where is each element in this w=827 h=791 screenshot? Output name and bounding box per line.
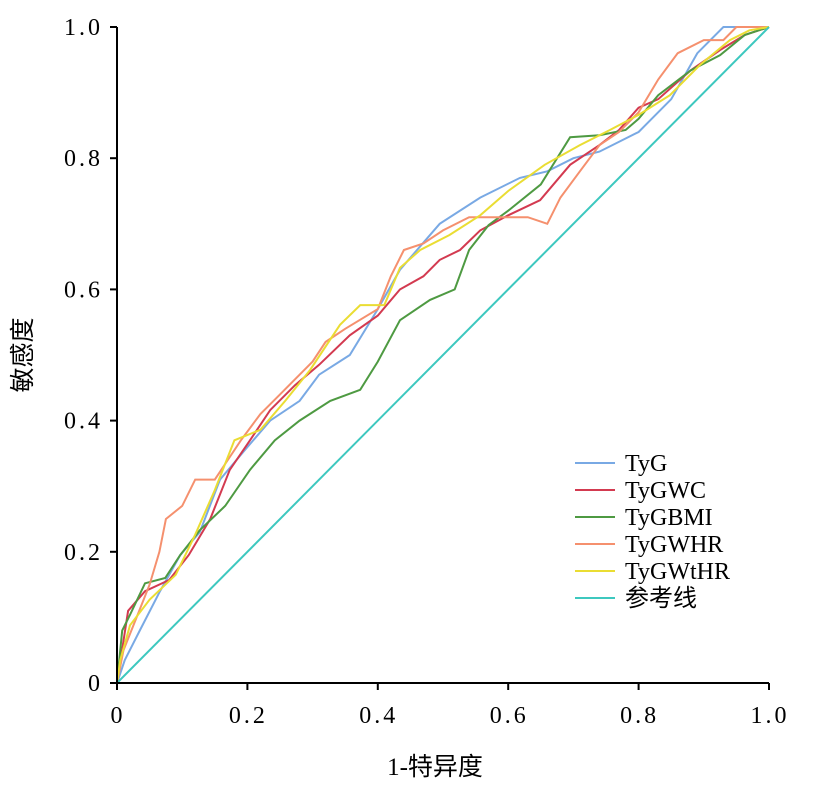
y-tick-label: 0.8 <box>64 146 103 172</box>
axis-ticks: 0 0.2 0.4 0.6 0.8 1.0 0 0.2 0.4 0.6 0.8 1.0 <box>64 15 790 729</box>
x-tick-label: 0 <box>111 703 126 729</box>
y-axis-label: 敏感度 <box>9 317 37 392</box>
legend-entry: TyG <box>575 451 667 477</box>
legend-entry: TyGWHR <box>575 532 723 558</box>
roc-curve-tygbmi <box>116 26 770 684</box>
legend-entry: TyGWtHR <box>575 559 730 585</box>
y-tick-label: 0.2 <box>64 540 103 566</box>
legend-label: TyGWHR <box>625 532 723 558</box>
legend-label: TyGBMI <box>625 505 713 531</box>
y-tick-label: 1.0 <box>64 15 103 41</box>
reference-line <box>116 26 770 684</box>
legend-label: TyG <box>625 451 667 477</box>
y-tick-label: 0.4 <box>64 409 103 435</box>
x-tick-label: 0.4 <box>359 703 398 729</box>
roc-curve-tygwthr <box>116 26 770 684</box>
x-tick-label: 0.2 <box>229 703 268 729</box>
roc-curve-tygwc <box>116 26 770 684</box>
legend-entry: TyGWC <box>575 478 706 504</box>
y-tick-label: 0.6 <box>64 277 103 303</box>
x-axis-label: 1-特异度 <box>387 753 483 781</box>
plot-area <box>116 26 770 684</box>
axes <box>116 27 769 684</box>
legend-label: TyGWC <box>625 478 706 504</box>
legend-label: TyGWtHR <box>625 559 730 585</box>
x-tick-label: 0.6 <box>490 703 529 729</box>
legend-entry: 参考线 <box>575 585 697 612</box>
x-tick-label: 0.8 <box>620 703 659 729</box>
y-tick-label: 0 <box>88 671 103 697</box>
legend-label: 参考线 <box>625 585 697 612</box>
x-tick-label: 1.0 <box>751 703 790 729</box>
roc-curve-tygwhr <box>116 26 769 684</box>
legend-entry: TyGBMI <box>575 505 713 531</box>
